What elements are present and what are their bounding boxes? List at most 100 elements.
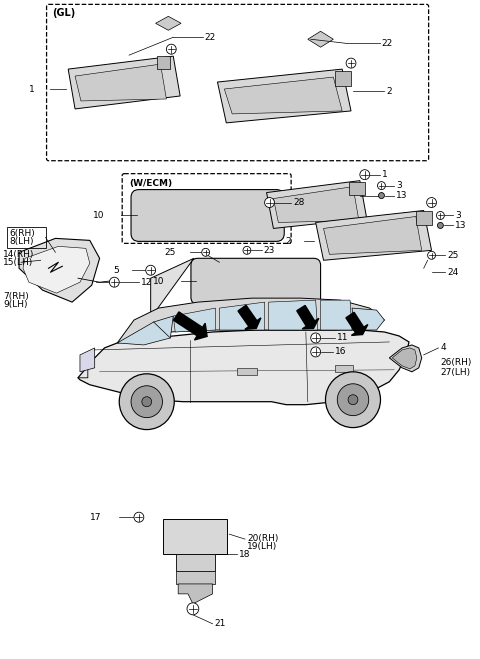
Polygon shape (176, 571, 216, 584)
Polygon shape (164, 519, 227, 554)
Circle shape (187, 603, 199, 615)
Polygon shape (336, 71, 351, 86)
Polygon shape (151, 258, 194, 318)
Polygon shape (217, 69, 351, 123)
FancyBboxPatch shape (131, 190, 284, 241)
Polygon shape (349, 182, 365, 194)
Polygon shape (19, 239, 100, 302)
Circle shape (379, 192, 384, 198)
Polygon shape (224, 77, 342, 114)
FancyArrow shape (346, 312, 368, 335)
Circle shape (146, 266, 156, 275)
Text: 9(LH): 9(LH) (3, 300, 28, 309)
Text: 22: 22 (382, 39, 393, 47)
Text: 1: 1 (382, 170, 387, 179)
Text: 22: 22 (204, 33, 216, 42)
Text: 1: 1 (29, 84, 35, 94)
Polygon shape (389, 345, 422, 372)
Circle shape (346, 58, 356, 68)
Text: 23: 23 (264, 246, 275, 255)
Circle shape (243, 246, 251, 254)
FancyArrow shape (238, 305, 261, 330)
Circle shape (337, 384, 369, 416)
Polygon shape (268, 300, 318, 330)
Polygon shape (324, 216, 422, 254)
Circle shape (428, 251, 435, 259)
Circle shape (134, 512, 144, 522)
Circle shape (311, 333, 321, 343)
Polygon shape (173, 308, 216, 332)
Circle shape (264, 198, 275, 208)
Text: 14(RH): 14(RH) (3, 250, 35, 260)
FancyArrow shape (174, 312, 207, 340)
Text: 7(RH): 7(RH) (3, 292, 29, 301)
Text: 2: 2 (386, 86, 392, 96)
Polygon shape (308, 31, 333, 47)
Text: 8(LH): 8(LH) (9, 237, 34, 246)
Text: 10: 10 (153, 277, 165, 286)
Polygon shape (75, 64, 167, 101)
Polygon shape (178, 584, 213, 604)
Polygon shape (117, 298, 384, 343)
Polygon shape (78, 330, 409, 405)
Circle shape (360, 169, 370, 180)
Text: 17: 17 (90, 513, 102, 522)
Circle shape (378, 182, 385, 190)
Polygon shape (156, 56, 170, 69)
Text: 20(RH): 20(RH) (247, 534, 278, 543)
Polygon shape (416, 210, 432, 225)
Text: 2: 2 (286, 237, 291, 246)
Polygon shape (266, 181, 367, 229)
Circle shape (311, 347, 321, 357)
Circle shape (348, 395, 358, 405)
Text: 3: 3 (396, 181, 402, 190)
Circle shape (436, 212, 444, 219)
Polygon shape (274, 186, 359, 223)
Polygon shape (176, 554, 216, 571)
Text: 25: 25 (447, 251, 459, 260)
Text: 28: 28 (293, 198, 304, 207)
Text: 4: 4 (441, 343, 446, 353)
Circle shape (131, 386, 162, 418)
Text: (GL): (GL) (52, 9, 76, 18)
Text: 5: 5 (113, 266, 119, 275)
Text: 25: 25 (165, 248, 176, 257)
Polygon shape (23, 246, 90, 293)
FancyBboxPatch shape (191, 258, 321, 304)
Circle shape (109, 277, 119, 287)
Text: 11: 11 (337, 333, 349, 343)
Polygon shape (80, 348, 95, 372)
Polygon shape (117, 316, 173, 345)
Text: 27(LH): 27(LH) (441, 368, 470, 377)
Text: 13: 13 (396, 191, 408, 200)
Polygon shape (392, 348, 417, 369)
Text: 13: 13 (455, 221, 467, 230)
Text: 26(RH): 26(RH) (441, 358, 472, 367)
Text: 12: 12 (141, 277, 152, 287)
Text: 24: 24 (447, 268, 458, 277)
Circle shape (325, 372, 381, 428)
Polygon shape (156, 16, 181, 30)
Text: 6(RH): 6(RH) (9, 229, 35, 239)
Text: (W/ECM): (W/ECM) (129, 179, 172, 188)
Text: 21: 21 (215, 619, 226, 628)
Polygon shape (219, 302, 264, 330)
Polygon shape (316, 210, 432, 260)
Circle shape (202, 248, 210, 256)
Text: 3: 3 (455, 211, 461, 220)
Polygon shape (352, 308, 384, 330)
Circle shape (437, 223, 444, 229)
Circle shape (167, 44, 176, 54)
Polygon shape (237, 368, 257, 375)
Text: 10: 10 (93, 211, 105, 220)
Text: 15(LH): 15(LH) (3, 258, 34, 268)
FancyArrow shape (297, 306, 319, 329)
Circle shape (119, 374, 174, 430)
Polygon shape (321, 300, 352, 330)
Polygon shape (336, 365, 353, 372)
Polygon shape (68, 56, 180, 109)
Text: 19(LH): 19(LH) (247, 542, 277, 551)
Text: 18: 18 (239, 550, 251, 559)
Circle shape (142, 397, 152, 407)
Circle shape (427, 198, 436, 208)
